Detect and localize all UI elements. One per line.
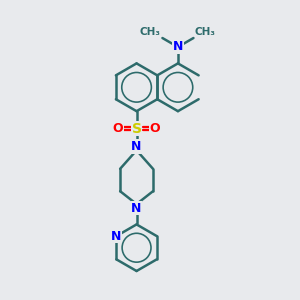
- Text: N: N: [173, 40, 183, 53]
- Text: N: N: [131, 140, 142, 153]
- Text: CH₃: CH₃: [140, 27, 161, 38]
- Text: O: O: [113, 122, 123, 135]
- Text: N: N: [111, 230, 122, 243]
- Text: N: N: [131, 202, 142, 214]
- Text: O: O: [150, 122, 160, 135]
- Text: S: S: [132, 122, 142, 136]
- Text: CH₃: CH₃: [195, 27, 216, 38]
